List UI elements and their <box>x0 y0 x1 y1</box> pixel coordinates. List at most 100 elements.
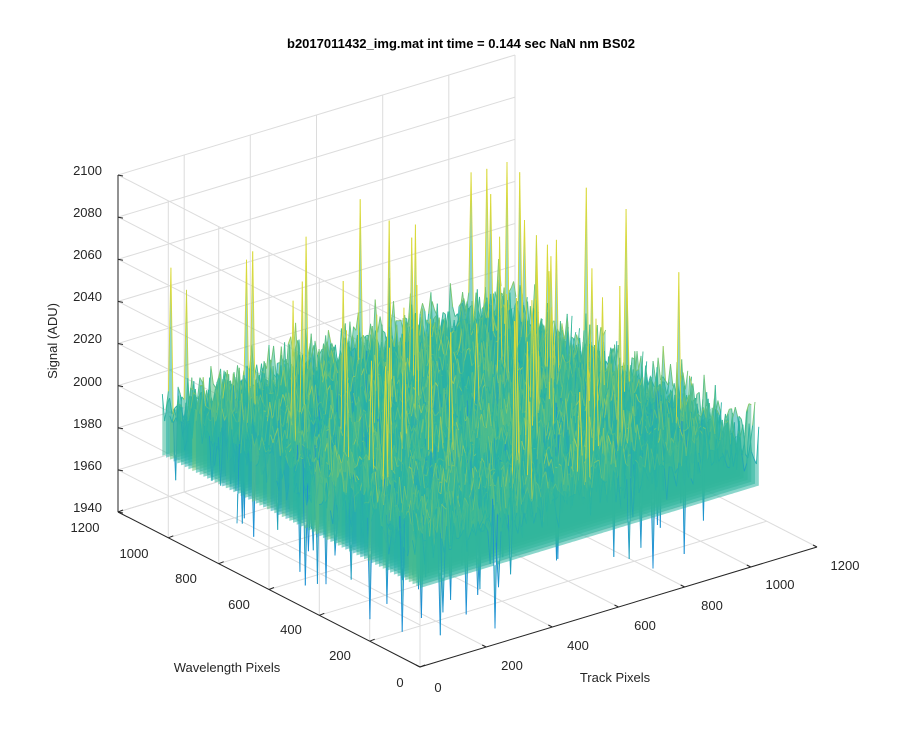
surface-segment <box>406 335 411 344</box>
surface-segment <box>233 372 237 393</box>
surface-segment <box>246 259 250 401</box>
surface-segment <box>265 378 269 382</box>
surface-segment <box>177 386 181 395</box>
surface-segment <box>202 377 207 407</box>
surface-segment <box>243 259 247 376</box>
surface-segment <box>310 345 315 357</box>
surface-segment <box>208 394 212 413</box>
surface-segment <box>191 409 196 439</box>
surface-segment <box>249 251 254 389</box>
surface-segment <box>235 398 239 405</box>
surface-segment <box>272 379 277 387</box>
surface-segment <box>419 308 423 336</box>
surface-segment <box>241 370 245 390</box>
surface-segment <box>473 292 477 325</box>
surface-segment <box>464 303 469 319</box>
surface-segment <box>232 373 237 400</box>
surface-segment <box>179 404 183 408</box>
surface-segment <box>212 383 217 389</box>
surface-segment <box>295 351 299 375</box>
surface-segment <box>266 344 270 369</box>
surface-segment <box>513 281 517 297</box>
surface-segment <box>282 369 287 387</box>
surface-segment <box>213 389 218 430</box>
surface-segment <box>174 405 178 409</box>
surface-segment <box>319 349 323 355</box>
surface-segment <box>442 317 446 335</box>
surface-segment <box>175 395 179 418</box>
surface-segment <box>338 354 342 393</box>
surface-segment <box>182 402 187 440</box>
surface-segment <box>364 337 368 356</box>
surface-segment <box>369 325 373 350</box>
surface-segment <box>276 375 280 400</box>
surface-segment <box>431 301 436 311</box>
surface-segment <box>449 283 454 308</box>
surface-segment <box>466 323 471 351</box>
surface-segment <box>173 417 177 423</box>
surface-segment <box>270 345 275 364</box>
surface-segment <box>283 366 288 393</box>
surface-segment <box>180 420 184 440</box>
surface-segment <box>461 298 465 303</box>
surface-mesh <box>161 161 760 636</box>
grid-line <box>117 180 516 302</box>
surface-segment <box>310 362 314 375</box>
surface-segment <box>199 377 203 383</box>
surface-segment <box>190 392 194 409</box>
surface-segment <box>391 338 395 347</box>
surface-segment <box>192 392 197 396</box>
surface-segment <box>382 330 386 333</box>
grid-line <box>369 520 767 642</box>
grid-line <box>117 96 516 218</box>
surface-segment <box>167 267 172 392</box>
surface-segment <box>406 317 410 329</box>
surface-segment <box>390 301 394 328</box>
surface-segment <box>194 408 198 412</box>
surface-segment <box>270 366 274 394</box>
surface-segment <box>165 391 169 410</box>
surface-segment <box>273 345 277 374</box>
surface-segment <box>367 323 372 341</box>
surface-segment <box>504 161 508 336</box>
surface-segment <box>185 402 189 424</box>
surface-segment <box>352 348 356 367</box>
surface-segment <box>323 360 328 380</box>
surface-segment <box>207 407 211 410</box>
surface-segment <box>280 369 284 386</box>
surface-segment <box>428 292 432 314</box>
surface-segment <box>267 385 272 394</box>
surface-segment <box>495 280 499 316</box>
surface-segment <box>438 317 443 343</box>
surface-segment <box>331 343 335 353</box>
surface-segment <box>261 370 265 374</box>
surface-segment <box>508 287 512 293</box>
surface-segment <box>206 410 210 416</box>
surface-segment <box>176 402 180 405</box>
surface-segment <box>263 410 267 412</box>
surface-segment <box>426 319 430 325</box>
surface-segment <box>305 364 310 394</box>
surface-segment <box>431 322 435 338</box>
surface-segment <box>419 303 423 315</box>
surface-segment <box>322 342 326 371</box>
surface-segment <box>263 361 268 369</box>
surface-segment <box>483 305 487 319</box>
surface-segment <box>265 382 269 387</box>
surface-segment <box>267 359 271 387</box>
surface-segment <box>207 418 211 422</box>
surface-segment <box>407 412 410 415</box>
grid-line <box>117 265 516 387</box>
surface-segment <box>380 344 384 360</box>
surface-segment <box>216 400 220 413</box>
surface-segment <box>204 415 208 427</box>
surface-segment <box>200 377 204 429</box>
surface-segment <box>437 330 441 342</box>
surface-segment <box>353 326 357 331</box>
surface-segment <box>362 335 367 341</box>
surface-segment <box>456 321 461 327</box>
surface-segment <box>190 387 194 391</box>
surface-segment <box>273 374 277 378</box>
surface-segment <box>329 347 333 358</box>
surface-segment <box>501 287 505 309</box>
